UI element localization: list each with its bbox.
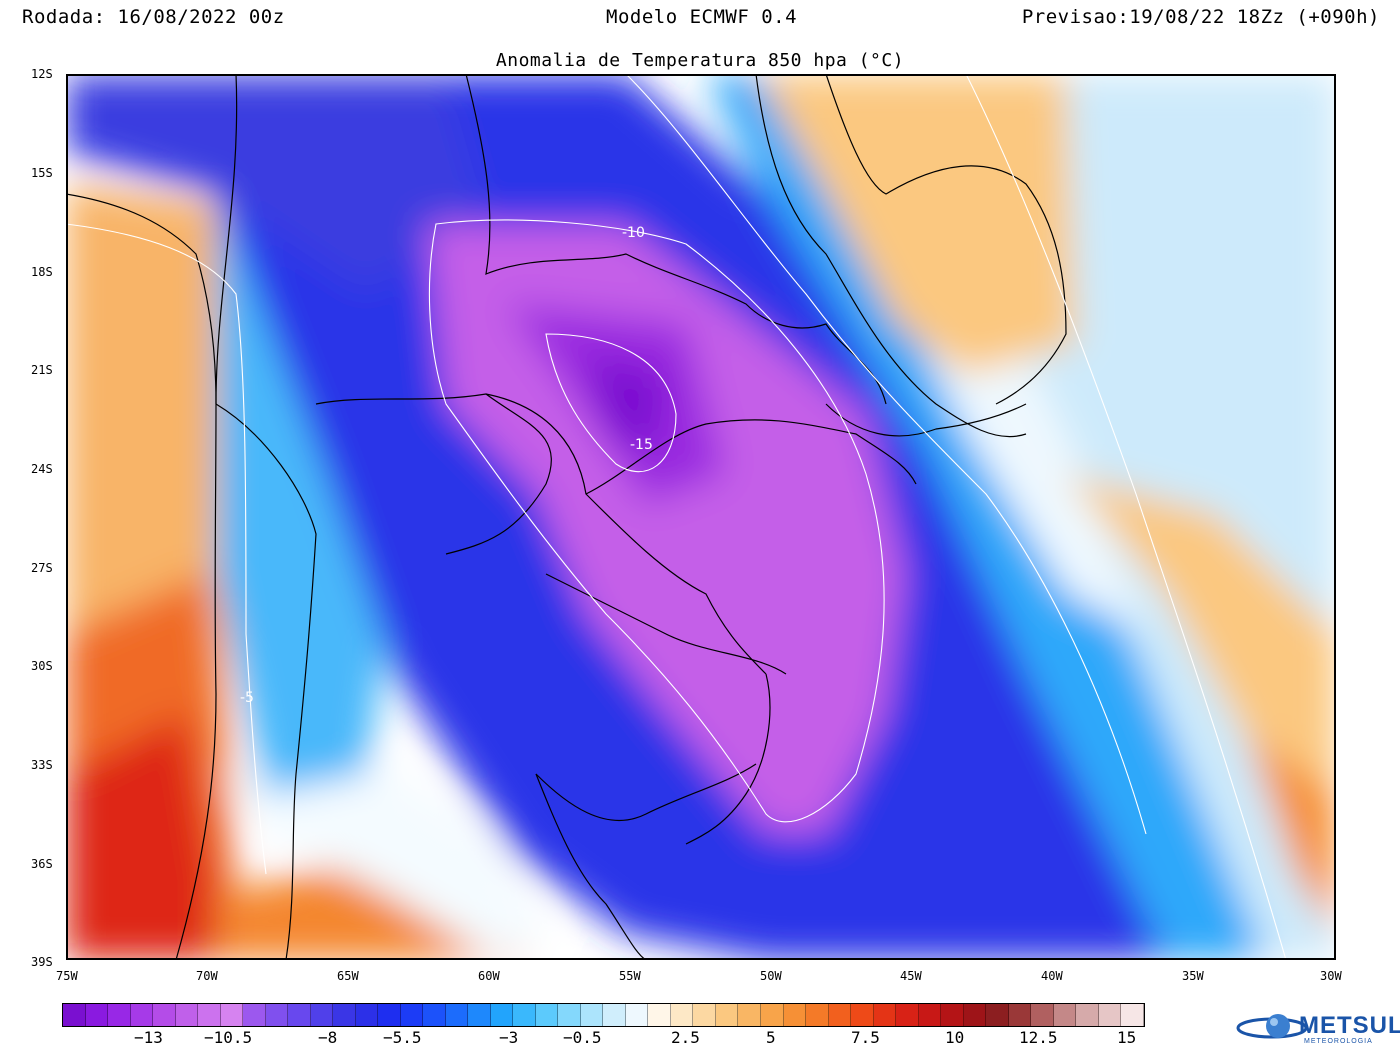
colorbar-swatch (851, 1004, 874, 1026)
country-borders (66, 74, 1067, 960)
colorbar-swatch (873, 1004, 897, 1026)
colorbar (62, 1003, 1145, 1027)
colorbar-label: −0.5 (563, 1028, 602, 1047)
colorbar-swatch (738, 1004, 761, 1026)
colorbar-swatch (986, 1004, 1009, 1026)
colorbar-label: −3 (499, 1028, 519, 1047)
lon-label: 45W (900, 969, 922, 983)
colorbar-label: 5 (766, 1028, 776, 1047)
contour-label-minus10: -10 (622, 225, 645, 241)
colorbar-swatch (535, 1004, 559, 1026)
colorbar-swatch (355, 1004, 379, 1026)
colorbar-swatch (63, 1004, 86, 1026)
colorbar-swatch (175, 1004, 199, 1026)
colorbar-swatch (625, 1004, 649, 1026)
lat-label: 39S (31, 955, 53, 969)
colorbar-swatch (490, 1004, 514, 1026)
lon-label: 75W (56, 969, 78, 983)
lat-label: 27S (31, 561, 53, 575)
brand-name: METSUL (1299, 1012, 1400, 1039)
colorbar-swatch (513, 1004, 536, 1026)
colorbar-swatch (1008, 1004, 1032, 1026)
colorbar-swatch (265, 1004, 289, 1026)
colorbar-swatch (310, 1004, 334, 1026)
colorbar-label: −8 (318, 1028, 338, 1047)
colorbar-swatch (558, 1004, 581, 1026)
colorbar-swatch (918, 1004, 942, 1026)
lon-label: 70W (196, 969, 218, 983)
contour-lines (66, 74, 1287, 960)
colorbar-swatch (1121, 1004, 1144, 1026)
colorbar-swatch (715, 1004, 739, 1026)
colorbar-swatch (85, 1004, 109, 1026)
lat-label: 18S (31, 265, 53, 279)
colorbar-swatch (603, 1004, 626, 1026)
colorbar-swatch (693, 1004, 716, 1026)
contour-label-minus5: -5 (240, 690, 254, 706)
lat-label: 21S (31, 363, 53, 377)
lat-label: 30S (31, 659, 53, 673)
colorbar-label: −10.5 (204, 1028, 253, 1047)
colorbar-swatch (220, 1004, 244, 1026)
lat-label: 24S (31, 462, 53, 476)
lat-label: 12S (31, 67, 53, 81)
colorbar-swatch (445, 1004, 469, 1026)
lat-label: 15S (31, 166, 53, 180)
contour-label-minus15: -15 (630, 437, 653, 453)
lon-label: 30W (1320, 969, 1342, 983)
colorbar-swatch (648, 1004, 671, 1026)
colorbar-swatch (130, 1004, 154, 1026)
colorbar-swatch (828, 1004, 852, 1026)
colorbar-swatch (783, 1004, 807, 1026)
colorbar-swatch (108, 1004, 131, 1026)
temperature-anomaly-map: -10 -15 -5 (66, 74, 1336, 960)
colorbar-swatch (941, 1004, 964, 1026)
colorbar-swatch (1031, 1004, 1054, 1026)
colorbar-swatch (468, 1004, 491, 1026)
lat-label: 33S (31, 758, 53, 772)
lon-label: 55W (619, 969, 641, 983)
colorbar-swatch (288, 1004, 311, 1026)
colorbar-label: −13 (134, 1028, 163, 1047)
colorbar-swatch (333, 1004, 356, 1026)
colorbar-swatch (963, 1004, 987, 1026)
colorbar-swatch (670, 1004, 694, 1026)
colorbar-swatch (378, 1004, 401, 1026)
lon-label: 60W (478, 969, 500, 983)
colorbar-swatch (1076, 1004, 1099, 1026)
colorbar-label: 12.5 (1019, 1028, 1058, 1047)
model-name-label: Modelo ECMWF 0.4 (606, 6, 798, 28)
lon-label: 50W (760, 969, 782, 983)
colorbar-swatch (580, 1004, 604, 1026)
forecast-time-label: Previsao:19/08/22 18Zz (+090h) (1021, 6, 1380, 28)
colorbar-swatch (1098, 1004, 1122, 1026)
run-date-label: Rodada: 16/08/2022 00z (22, 6, 285, 28)
brand-tagline: METEOROLOGIA (1304, 1038, 1373, 1045)
lat-label: 36S (31, 857, 53, 871)
lon-label: 40W (1041, 969, 1063, 983)
colorbar-label: −5.5 (383, 1028, 422, 1047)
lon-label: 65W (337, 969, 359, 983)
anomaly-field (66, 74, 1336, 960)
colorbar-swatch (1053, 1004, 1077, 1026)
colorbar-label: 15 (1117, 1028, 1137, 1047)
colorbar-swatch (198, 1004, 221, 1026)
colorbar-swatch (896, 1004, 919, 1026)
colorbar-swatch (400, 1004, 424, 1026)
colorbar-swatch (760, 1004, 784, 1026)
map-title: Anomalia de Temperatura 850 hpa (°C) (495, 50, 905, 71)
colorbar-swatch (153, 1004, 176, 1026)
colorbar-swatch (806, 1004, 829, 1026)
colorbar-label: 7.5 (851, 1028, 880, 1047)
metsul-logo (1236, 1014, 1308, 1039)
colorbar-label: 2.5 (671, 1028, 700, 1047)
lon-label: 35W (1182, 969, 1204, 983)
colorbar-swatch (243, 1004, 266, 1026)
colorbar-label: 10 (945, 1028, 965, 1047)
colorbar-swatch (423, 1004, 446, 1026)
